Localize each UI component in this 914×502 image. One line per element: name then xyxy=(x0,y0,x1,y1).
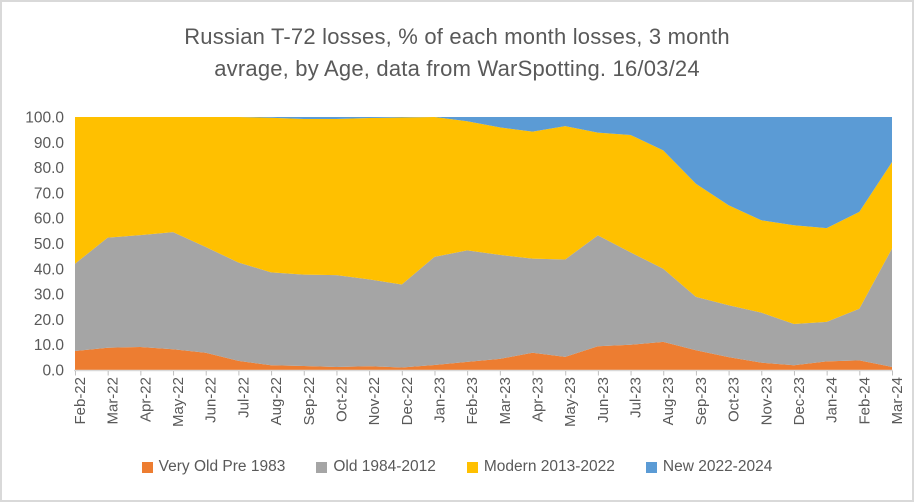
area-new-2022-2024 xyxy=(75,117,892,229)
chart-title-line-2: avrage, by Age, data from WarSpotting. 1… xyxy=(214,56,700,81)
y-tick-label: 100.0 xyxy=(25,110,64,127)
x-tick-label: Aug-23 xyxy=(660,377,677,425)
chart-title: Russian T-72 losses, % of each month los… xyxy=(2,21,912,85)
legend-label: Old 1984-2012 xyxy=(333,458,436,475)
x-tick-label: Mar-23 xyxy=(497,377,514,425)
chart-title-line-1: Russian T-72 losses, % of each month los… xyxy=(184,24,730,49)
y-tick-label: 0.0 xyxy=(42,363,64,380)
legend-item-modern-2013-2022: Modern 2013-2022 xyxy=(466,458,615,476)
x-tick-label: Apr-22 xyxy=(137,377,154,422)
y-tick-label: 60.0 xyxy=(34,211,65,228)
legend-label: Modern 2013-2022 xyxy=(483,458,615,475)
x-tick-label: Dec-23 xyxy=(791,377,808,425)
legend-swatch-old-1984-2012 xyxy=(316,461,328,473)
x-tick-label: Dec-22 xyxy=(399,377,416,425)
x-tick-label: Aug-22 xyxy=(268,377,285,425)
legend-swatch-modern-2013-2022 xyxy=(466,461,478,473)
x-tick-label: Apr-23 xyxy=(530,377,547,422)
legend-item-old-1984-2012: Old 1984-2012 xyxy=(316,458,436,476)
x-tick-label: Jun-22 xyxy=(203,377,220,423)
y-tick-label: 20.0 xyxy=(34,312,65,329)
x-tick-label: Sep-23 xyxy=(693,377,710,425)
x-tick-label: Jan-24 xyxy=(824,377,841,423)
legend-swatch-very-old-pre-1983 xyxy=(141,461,153,473)
area-old-1984-2012 xyxy=(75,232,892,368)
legend-label: Very Old Pre 1983 xyxy=(158,458,286,475)
legend-item-new-2022-2024: New 2022-2024 xyxy=(645,458,773,476)
x-tick-label: Feb-24 xyxy=(856,377,873,425)
x-tick-label: Feb-22 xyxy=(72,377,89,425)
y-tick-label: 30.0 xyxy=(34,287,65,304)
x-tick-label: Jul-23 xyxy=(628,377,645,418)
y-tick-label: 10.0 xyxy=(34,337,65,354)
x-tick-label: May-23 xyxy=(562,377,579,427)
legend-item-very-old-pre-1983: Very Old Pre 1983 xyxy=(141,458,286,476)
area-very-old-pre-1983 xyxy=(75,341,892,370)
x-tick-label: Mar-24 xyxy=(889,377,906,425)
legend-swatch-new-2022-2024 xyxy=(645,461,657,473)
x-tick-label: Jan-23 xyxy=(431,377,448,423)
x-tick-label: Jun-23 xyxy=(595,377,612,423)
y-tick-label: 40.0 xyxy=(34,261,65,278)
x-tick-label: Jul-22 xyxy=(235,377,252,418)
x-tick-label: Feb-23 xyxy=(464,377,481,425)
legend-label: New 2022-2024 xyxy=(662,458,773,475)
y-tick-label: 50.0 xyxy=(34,236,65,253)
y-tick-label: 80.0 xyxy=(34,160,65,177)
y-tick-label: 70.0 xyxy=(34,185,65,202)
x-tick-label: Nov-23 xyxy=(758,377,775,425)
x-tick-label: Oct-23 xyxy=(726,377,743,422)
chart-legend: Very Old Pre 1983 Old 1984-2012 Modern 201… xyxy=(2,458,912,476)
x-tick-label: May-22 xyxy=(170,377,187,427)
x-tick-label: Nov-22 xyxy=(366,377,383,425)
area-modern-2013-2022 xyxy=(75,117,892,324)
y-tick-label: 90.0 xyxy=(34,135,65,152)
x-tick-label: Oct-22 xyxy=(333,377,350,422)
x-tick-label: Mar-22 xyxy=(105,377,122,425)
x-tick-label: Sep-22 xyxy=(301,377,318,425)
